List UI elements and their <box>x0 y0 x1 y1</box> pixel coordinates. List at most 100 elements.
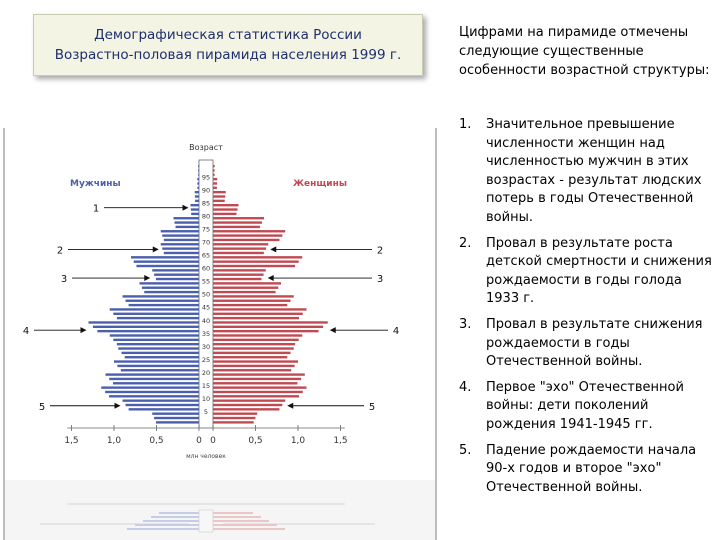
women-bar <box>213 395 300 398</box>
men-bar <box>190 208 199 211</box>
marker-label-right: 2 <box>377 245 383 256</box>
men-bar <box>197 182 199 185</box>
women-bar <box>213 347 294 350</box>
age-tick-label: 75 <box>202 226 210 234</box>
men-bar <box>105 373 199 376</box>
men-bar <box>136 264 199 268</box>
men-bar <box>117 364 199 368</box>
marker-label-left: 5 <box>39 402 45 413</box>
women-bar <box>213 190 226 194</box>
men-bar <box>154 273 199 276</box>
age-tick-label: 85 <box>202 199 210 207</box>
note-number: 3. <box>459 316 472 332</box>
age-tick-label: 95 <box>202 173 210 181</box>
women-bar <box>213 303 288 307</box>
women-bar <box>213 247 267 250</box>
women-bar <box>213 412 258 415</box>
men-bar <box>133 260 199 263</box>
men-bar <box>154 416 199 420</box>
women-bar <box>213 169 215 172</box>
age-tick-label: 20 <box>202 369 210 377</box>
legend-men: Мужчины <box>70 179 121 189</box>
women-bar <box>213 364 295 368</box>
men-bar <box>160 243 199 246</box>
men-bar <box>120 369 199 372</box>
x-tick-label: 0 <box>196 436 202 446</box>
age-tick-label: 55 <box>202 278 210 286</box>
reflection-men-bar <box>135 524 199 526</box>
men-bar <box>155 421 199 424</box>
women-bar <box>213 234 283 237</box>
women-bar <box>213 208 238 211</box>
men-bar <box>128 303 199 307</box>
women-bar <box>213 277 262 281</box>
reflection-men-bar <box>151 516 199 518</box>
note-number: 4. <box>459 379 472 395</box>
women-bar <box>213 217 264 220</box>
marker-arrowhead <box>80 327 87 334</box>
women-bar <box>213 403 283 407</box>
reflection-women-bar <box>213 520 269 522</box>
women-bar <box>213 182 218 185</box>
marker-label-left: 2 <box>57 245 63 256</box>
women-bar <box>213 282 281 285</box>
women-bar <box>213 316 300 320</box>
men-bar <box>191 212 199 216</box>
men-bar <box>128 408 199 411</box>
women-bar <box>213 173 215 176</box>
women-bar <box>213 356 288 359</box>
women-bar <box>213 290 276 294</box>
women-bar <box>213 325 324 329</box>
men-bar <box>152 269 199 272</box>
note-text: Провал в результате роста детской смертн… <box>486 235 712 307</box>
x-tick-label: 1,5 <box>333 436 347 446</box>
women-bar <box>213 399 286 402</box>
men-bar <box>124 356 199 359</box>
reflection-women-bar <box>213 516 261 518</box>
intro-text: Цифрами на пирамиде отмечены следующие с… <box>459 25 710 78</box>
men-bar <box>163 238 199 242</box>
age-tick-label: 80 <box>202 213 210 221</box>
reflection-men-bar <box>143 520 199 522</box>
women-bar <box>213 373 305 376</box>
marker-label-right: 4 <box>393 326 399 337</box>
notes-list: 1. Значительное превышение численности же… <box>459 116 717 504</box>
men-bar <box>194 190 199 194</box>
women-bar <box>213 269 266 272</box>
women-bar <box>213 299 291 302</box>
age-tick-label: 30 <box>202 343 210 351</box>
age-tick-label: 10 <box>202 395 210 403</box>
chart-panel <box>5 128 435 540</box>
x-tick-label: 0 <box>210 436 216 446</box>
men-bar <box>131 256 199 259</box>
reflection-area <box>5 480 435 540</box>
men-bar <box>121 351 199 355</box>
legend-women: Женщины <box>293 179 347 189</box>
age-axis-title: Возраст <box>189 143 223 152</box>
women-bar <box>213 199 225 203</box>
women-bar <box>213 256 303 259</box>
reflection-women-bar <box>213 524 277 526</box>
men-bar <box>190 204 199 207</box>
title-line-2: Возрастно-половая пирамида населения 199… <box>54 47 402 63</box>
x-tick-label: 0,5 <box>149 436 163 446</box>
women-bar <box>213 286 279 289</box>
men-bar <box>112 382 199 385</box>
women-bar <box>213 390 303 394</box>
women-bar <box>213 334 303 337</box>
men-bar <box>122 399 199 402</box>
age-tick-label: 25 <box>202 356 210 364</box>
x-tick-label: 1,5 <box>64 436 78 446</box>
women-bar <box>213 177 218 181</box>
age-tick-label: 40 <box>202 317 210 325</box>
marker-label-right: 5 <box>369 402 375 413</box>
age-column <box>198 159 214 429</box>
men-bar <box>198 164 199 168</box>
marker-label-right: 3 <box>377 274 383 285</box>
women-bar <box>213 264 296 268</box>
men-bar <box>109 377 199 381</box>
women-bar <box>213 273 264 276</box>
note-item: 1. Значительное превышение численности же… <box>459 116 717 228</box>
women-bar <box>213 204 239 207</box>
marker-arrowhead <box>270 246 277 253</box>
